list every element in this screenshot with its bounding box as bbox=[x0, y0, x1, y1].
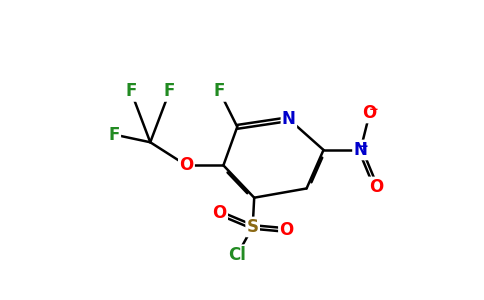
Text: S: S bbox=[247, 218, 258, 236]
Text: F: F bbox=[214, 82, 225, 100]
Text: Cl: Cl bbox=[228, 246, 246, 264]
Text: N: N bbox=[282, 110, 296, 128]
Text: −: − bbox=[368, 103, 378, 116]
Text: N: N bbox=[353, 141, 367, 159]
Text: O: O bbox=[180, 156, 194, 174]
Text: F: F bbox=[108, 126, 120, 144]
Text: O: O bbox=[363, 104, 377, 122]
Text: O: O bbox=[212, 204, 227, 222]
Text: O: O bbox=[369, 178, 383, 196]
Text: F: F bbox=[125, 82, 136, 100]
Text: O: O bbox=[279, 221, 294, 239]
Text: +: + bbox=[359, 140, 369, 153]
Text: F: F bbox=[164, 82, 175, 100]
